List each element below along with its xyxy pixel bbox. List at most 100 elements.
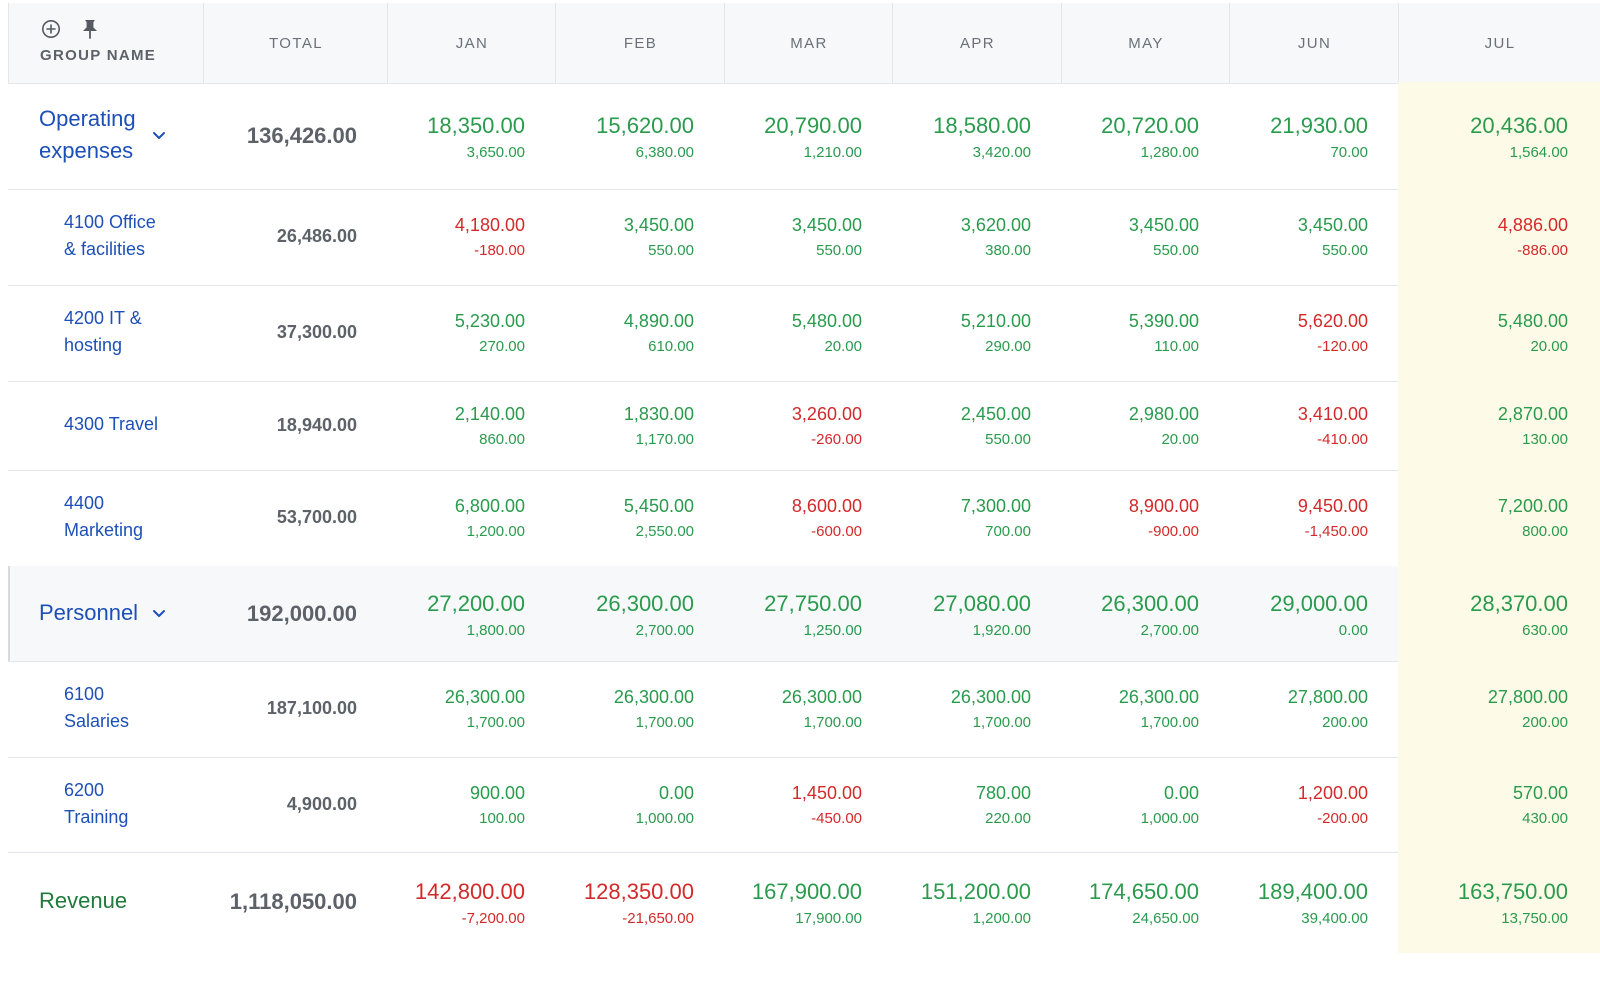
column-header-may[interactable]: MAY	[1061, 3, 1230, 83]
month-cell-may[interactable]: 3,450.00 550.00	[1061, 189, 1229, 285]
total-cell[interactable]: 187,100.00	[203, 661, 387, 757]
month-cell-apr[interactable]: 26,300.00 1,700.00	[892, 661, 1061, 757]
row-name-label[interactable]: 6100 Salaries	[64, 681, 129, 735]
total-cell[interactable]: 136,426.00	[203, 83, 387, 189]
row-name-label[interactable]: Personnel	[39, 597, 138, 629]
month-cell-feb[interactable]: 15,620.00 6,380.00	[555, 83, 724, 189]
row-name-label[interactable]: 4100 Office & facilities	[64, 209, 156, 263]
month-cell-jan[interactable]: 142,800.00 -7,200.00	[387, 852, 555, 952]
month-cell-jan[interactable]: 2,140.00 860.00	[387, 381, 555, 470]
month-cell-mar[interactable]: 3,260.00 -260.00	[724, 381, 892, 470]
month-cell-mar[interactable]: 1,450.00 -450.00	[724, 757, 892, 852]
month-cell-mar[interactable]: 3,450.00 550.00	[724, 189, 892, 285]
account-row[interactable]: 6100 Salaries 187,100.00 26,300.00 1,700.00 2…	[8, 660, 1600, 758]
total-cell[interactable]: 37,300.00	[203, 285, 387, 381]
month-cell-may[interactable]: 5,390.00 110.00	[1061, 285, 1229, 381]
month-cell-jan[interactable]: 900.00 100.00	[387, 757, 555, 852]
month-cell-apr[interactable]: 2,450.00 550.00	[892, 381, 1061, 470]
pin-icon[interactable]	[79, 18, 101, 40]
month-cell-jan[interactable]: 5,230.00 270.00	[387, 285, 555, 381]
month-cell-apr[interactable]: 5,210.00 290.00	[892, 285, 1061, 381]
group-row[interactable]: Operating expenses 136,426.00 18,350.00 3,65…	[8, 82, 1600, 190]
month-cell-feb[interactable]: 26,300.00 2,700.00	[555, 566, 724, 661]
month-cell-mar[interactable]: 5,480.00 20.00	[724, 285, 892, 381]
month-cell-jul[interactable]: 27,800.00 200.00	[1398, 660, 1600, 758]
month-cell-jul[interactable]: 7,200.00 800.00	[1398, 469, 1600, 567]
plus-circle-icon[interactable]	[40, 18, 62, 40]
account-row[interactable]: 4400 Marketing 53,700.00 6,800.00 1,200.00 5,…	[8, 469, 1600, 567]
month-cell-jun[interactable]: 29,000.00 0.00	[1229, 566, 1398, 661]
month-cell-jan[interactable]: 26,300.00 1,700.00	[387, 661, 555, 757]
chevron-down-icon[interactable]	[151, 605, 167, 621]
account-row[interactable]: 4300 Travel 18,940.00 2,140.00 860.00 1,830.…	[8, 380, 1600, 471]
month-cell-may[interactable]: 26,300.00 1,700.00	[1061, 661, 1229, 757]
account-row[interactable]: 6200 Training 4,900.00 900.00 100.00 0.00 1,00…	[8, 756, 1600, 853]
month-cell-jul[interactable]: 20,436.00 1,564.00	[1398, 82, 1600, 190]
month-cell-may[interactable]: 0.00 1,000.00	[1061, 757, 1229, 852]
row-name-label[interactable]: 4400 Marketing	[64, 490, 143, 544]
month-cell-apr[interactable]: 7,300.00 700.00	[892, 470, 1061, 566]
column-header-total[interactable]: TOTAL	[203, 3, 388, 83]
month-cell-feb[interactable]: 5,450.00 2,550.00	[555, 470, 724, 566]
month-cell-may[interactable]: 174,650.00 24,650.00	[1061, 852, 1229, 952]
month-cell-may[interactable]: 26,300.00 2,700.00	[1061, 566, 1229, 661]
month-cell-jul[interactable]: 5,480.00 20.00	[1398, 284, 1600, 382]
column-header-jan[interactable]: JAN	[387, 3, 556, 83]
month-cell-jun[interactable]: 3,410.00 -410.00	[1229, 381, 1398, 470]
total-cell[interactable]: 26,486.00	[203, 189, 387, 285]
month-cell-apr[interactable]: 780.00 220.00	[892, 757, 1061, 852]
revenue-row[interactable]: Revenue 1,118,050.00 142,800.00 -7,200.00 12…	[8, 851, 1600, 953]
month-cell-jan[interactable]: 6,800.00 1,200.00	[387, 470, 555, 566]
month-cell-jun[interactable]: 189,400.00 39,400.00	[1229, 852, 1398, 952]
month-cell-jan[interactable]: 27,200.00 1,800.00	[387, 566, 555, 661]
row-name-label[interactable]: 4200 IT & hosting	[64, 305, 142, 359]
month-cell-mar[interactable]: 8,600.00 -600.00	[724, 470, 892, 566]
month-cell-jun[interactable]: 9,450.00 -1,450.00	[1229, 470, 1398, 566]
row-name-label[interactable]: 4300 Travel	[64, 411, 158, 438]
chevron-down-icon[interactable]	[151, 127, 167, 143]
total-cell[interactable]: 4,900.00	[203, 757, 387, 852]
month-cell-mar[interactable]: 20,790.00 1,210.00	[724, 83, 892, 189]
month-cell-feb[interactable]: 4,890.00 610.00	[555, 285, 724, 381]
month-cell-may[interactable]: 8,900.00 -900.00	[1061, 470, 1229, 566]
month-cell-may[interactable]: 2,980.00 20.00	[1061, 381, 1229, 470]
row-name-label[interactable]: 6200 Training	[64, 777, 128, 831]
total-cell[interactable]: 53,700.00	[203, 470, 387, 566]
month-cell-feb[interactable]: 1,830.00 1,170.00	[555, 381, 724, 470]
month-cell-jul[interactable]: 2,870.00 130.00	[1398, 380, 1600, 471]
group-row[interactable]: Personnel 192,000.00 27,200.00 1,800.00 26,3…	[8, 565, 1600, 662]
month-cell-jul[interactable]: 4,886.00 -886.00	[1398, 188, 1600, 286]
month-cell-jun[interactable]: 3,450.00 550.00	[1229, 189, 1398, 285]
month-cell-jul[interactable]: 28,370.00 630.00	[1398, 565, 1600, 662]
column-header-mar[interactable]: MAR	[724, 3, 893, 83]
account-row[interactable]: 4200 IT & hosting 37,300.00 5,230.00 270.00 4…	[8, 284, 1600, 382]
month-cell-jan[interactable]: 18,350.00 3,650.00	[387, 83, 555, 189]
row-name-label[interactable]: Operating expenses	[39, 103, 136, 167]
month-cell-apr[interactable]: 3,620.00 380.00	[892, 189, 1061, 285]
month-cell-feb[interactable]: 26,300.00 1,700.00	[555, 661, 724, 757]
month-cell-jun[interactable]: 27,800.00 200.00	[1229, 661, 1398, 757]
total-cell[interactable]: 1,118,050.00	[203, 852, 387, 952]
column-header-feb[interactable]: FEB	[555, 3, 725, 83]
month-cell-jun[interactable]: 1,200.00 -200.00	[1229, 757, 1398, 852]
month-cell-apr[interactable]: 27,080.00 1,920.00	[892, 566, 1061, 661]
column-header-jun[interactable]: JUN	[1229, 3, 1399, 83]
month-cell-jul[interactable]: 570.00 430.00	[1398, 756, 1600, 853]
month-cell-may[interactable]: 20,720.00 1,280.00	[1061, 83, 1229, 189]
column-header-apr[interactable]: APR	[892, 3, 1062, 83]
month-cell-feb[interactable]: 3,450.00 550.00	[555, 189, 724, 285]
month-cell-jun[interactable]: 5,620.00 -120.00	[1229, 285, 1398, 381]
month-cell-apr[interactable]: 151,200.00 1,200.00	[892, 852, 1061, 952]
row-name-label[interactable]: Revenue	[39, 885, 127, 917]
month-cell-jul[interactable]: 163,750.00 13,750.00	[1398, 851, 1600, 953]
month-cell-mar[interactable]: 167,900.00 17,900.00	[724, 852, 892, 952]
month-cell-jun[interactable]: 21,930.00 70.00	[1229, 83, 1398, 189]
column-header-jul[interactable]: JUL	[1398, 3, 1600, 83]
group-name-header[interactable]: GROUP NAME	[8, 3, 203, 83]
month-cell-feb[interactable]: 128,350.00 -21,650.00	[555, 852, 724, 952]
total-cell[interactable]: 18,940.00	[203, 381, 387, 470]
month-cell-mar[interactable]: 26,300.00 1,700.00	[724, 661, 892, 757]
account-row[interactable]: 4100 Office & facilities 26,486.00 4,180.00…	[8, 188, 1600, 286]
month-cell-apr[interactable]: 18,580.00 3,420.00	[892, 83, 1061, 189]
month-cell-feb[interactable]: 0.00 1,000.00	[555, 757, 724, 852]
